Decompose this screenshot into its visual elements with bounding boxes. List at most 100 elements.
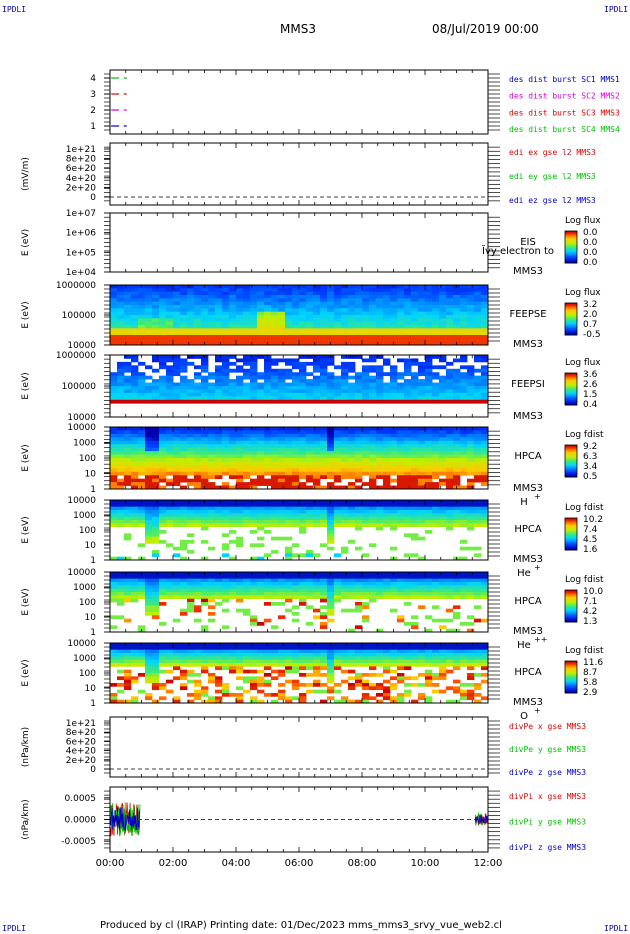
spectrogram-cell <box>194 433 202 438</box>
colorbar-segment <box>565 607 577 610</box>
spectrogram-cell <box>173 503 181 508</box>
spectrogram-cell <box>418 338 426 343</box>
spectrogram-cell <box>208 673 216 677</box>
spectrogram-cell <box>229 444 237 449</box>
spectrogram-cell <box>250 375 258 380</box>
spectrogram-cell <box>327 696 335 701</box>
spectrogram-cell <box>138 308 146 313</box>
spectrogram-cell <box>215 447 223 452</box>
spectrogram-cell <box>264 582 272 586</box>
spectrogram-cell <box>138 315 146 319</box>
spectrogram-cell <box>201 331 209 336</box>
spectrogram-cell <box>334 331 342 336</box>
spectrogram-cell <box>229 331 237 336</box>
spectrogram-cell <box>418 500 426 504</box>
spectrogram-cell <box>173 513 181 518</box>
spectrogram-cell <box>187 440 195 445</box>
spectrogram-cell <box>348 321 356 326</box>
spectrogram-cell <box>278 693 286 697</box>
colorbar-segment <box>565 321 577 324</box>
spectrogram-cell <box>327 318 335 323</box>
spectrogram-cell <box>432 592 440 596</box>
spectrogram-cell <box>453 585 461 590</box>
spectrogram-cell <box>411 471 419 476</box>
spectrogram-cell <box>201 523 209 528</box>
spectrogram-cell <box>341 379 349 383</box>
spectrogram-cell <box>117 368 125 373</box>
spectrogram-cell <box>411 513 419 518</box>
spectrogram-cell <box>341 646 349 651</box>
spectrogram-cell <box>278 437 286 442</box>
spectrogram-cell <box>257 506 265 511</box>
spectrogram-cell <box>201 669 209 674</box>
spectrogram-cell <box>285 506 293 511</box>
spectrogram-cell <box>250 361 258 366</box>
spectrogram-cell <box>229 318 237 323</box>
spectrogram-cell <box>117 451 125 455</box>
spectrogram-cell <box>348 328 356 333</box>
spectrogram-cell <box>439 520 447 524</box>
spectrogram-cell <box>271 427 279 431</box>
spectrogram-cell <box>229 556 237 561</box>
spectrogram-cell <box>376 399 384 404</box>
spectrogram-cell <box>159 516 167 521</box>
spectrogram-cell <box>236 331 244 336</box>
spectrogram-cell <box>201 516 209 521</box>
spectrogram-cell <box>432 451 440 455</box>
spectrogram-cell <box>362 461 370 466</box>
spectrogram-cell <box>355 471 363 476</box>
spectrogram-cell <box>348 454 356 459</box>
spectrogram-cell <box>124 437 132 442</box>
spectrogram-cell <box>397 458 405 462</box>
spectrogram-cell <box>404 427 412 431</box>
spectrogram-cell <box>474 513 482 518</box>
spectrogram-cell <box>271 659 279 664</box>
spectrogram-cell <box>327 399 335 404</box>
spectrogram-cell <box>166 301 174 306</box>
spectrogram-cell <box>124 575 132 580</box>
legend-entry: edi ey gse l2 MMS3 <box>509 172 596 181</box>
spectrogram-cell <box>411 386 419 390</box>
spectrogram-cell <box>418 458 426 462</box>
spectrogram-cell <box>446 331 454 336</box>
spectrogram-cell <box>320 451 328 455</box>
spectrogram-cell <box>194 689 202 694</box>
spectrogram-cell <box>285 358 293 363</box>
spectrogram-cell <box>131 399 139 404</box>
spectrogram-cell <box>229 315 237 319</box>
spectrogram-cell <box>362 285 370 289</box>
spectrogram-cell <box>229 399 237 404</box>
spectrogram-cell <box>208 598 216 603</box>
spectrogram-cell <box>369 430 377 435</box>
spectrogram-cell <box>292 653 300 657</box>
spectrogram-cell <box>292 588 300 593</box>
spectrogram-cell <box>145 646 153 651</box>
spectrogram-cell <box>117 471 125 476</box>
spectrogram-cell <box>418 536 426 541</box>
spectrogram-cell <box>481 315 489 319</box>
spectrogram-cell <box>110 475 118 480</box>
spectrogram-cell <box>264 382 272 387</box>
spectrogram-cell <box>397 437 405 442</box>
spectrogram-cell <box>341 331 349 336</box>
spectrogram-cell <box>110 592 118 596</box>
spectrogram-cell <box>278 683 286 687</box>
spectrogram-cell <box>250 615 258 620</box>
spectrogram-cell <box>481 510 489 514</box>
spectrogram-cell <box>418 318 426 323</box>
spectrogram-cell <box>348 298 356 303</box>
spectrogram-cell <box>362 643 370 647</box>
spectrogram-cell <box>306 471 314 476</box>
spectrogram-cell <box>110 295 118 299</box>
spectrogram-cell <box>376 298 384 303</box>
spectrogram-cell <box>467 392 475 397</box>
spectrogram-cell <box>201 288 209 293</box>
spectrogram-cell <box>355 513 363 518</box>
spectrogram-cell <box>271 653 279 657</box>
spectrogram-cell <box>243 311 251 316</box>
spectrogram-cell <box>481 503 489 508</box>
spectrogram-cell <box>110 478 118 483</box>
spectrogram-cell <box>418 328 426 333</box>
spectrogram-cell <box>229 464 237 469</box>
colorbar-segment <box>565 620 577 623</box>
